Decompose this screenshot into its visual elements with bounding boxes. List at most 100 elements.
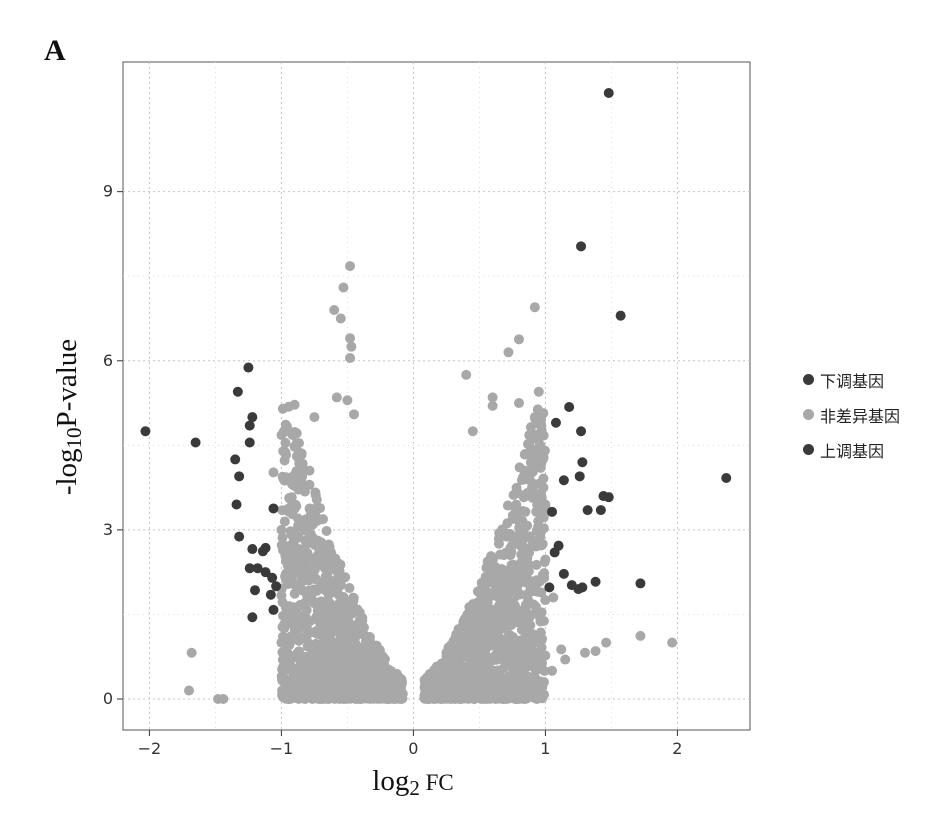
up-gene-point bbox=[547, 507, 557, 517]
nonsig-gene-point bbox=[528, 482, 538, 492]
nonsig-gene-point bbox=[316, 596, 326, 606]
nonsig-gene-point bbox=[472, 601, 482, 611]
down-gene-point bbox=[245, 438, 255, 448]
nonsig-gene-point bbox=[337, 599, 347, 609]
nonsig-gene-point bbox=[420, 692, 430, 702]
nonsig-gene-point bbox=[332, 392, 342, 402]
down-gene-point bbox=[268, 503, 278, 513]
nonsig-gene-point bbox=[547, 666, 557, 676]
nonsig-gene-point bbox=[513, 677, 523, 687]
nonsig-gene-point bbox=[454, 649, 464, 659]
nonsig-gene-point bbox=[515, 667, 525, 677]
legend-swatch-up bbox=[803, 444, 814, 455]
nonsig-gene-point bbox=[539, 690, 549, 700]
nonsig-gene-point bbox=[530, 412, 540, 422]
nonsig-gene-point bbox=[479, 647, 489, 657]
nonsig-gene-point bbox=[503, 671, 513, 681]
nonsig-gene-point bbox=[184, 686, 194, 696]
nonsig-gene-point bbox=[489, 655, 499, 665]
nonsig-gene-point bbox=[491, 584, 501, 594]
nonsig-gene-point bbox=[288, 663, 298, 673]
nonsig-gene-point bbox=[503, 347, 513, 357]
nonsig-gene-point bbox=[320, 694, 330, 704]
down-gene-point bbox=[232, 500, 242, 510]
nonsig-gene-point bbox=[449, 664, 459, 674]
nonsig-gene-point bbox=[310, 557, 320, 567]
up-gene-point bbox=[576, 426, 586, 436]
nonsig-gene-point bbox=[345, 261, 355, 271]
x-tick-label: 1 bbox=[540, 739, 550, 758]
nonsig-gene-point bbox=[457, 621, 467, 631]
up-gene-point bbox=[559, 569, 569, 579]
nonsig-gene-point bbox=[506, 693, 516, 703]
nonsig-gene-point bbox=[313, 656, 323, 666]
up-gene-point bbox=[551, 418, 561, 428]
up-gene-point bbox=[576, 241, 586, 251]
nonsig-gene-point bbox=[337, 609, 347, 619]
nonsig-gene-point bbox=[580, 648, 590, 658]
nonsig-gene-point bbox=[362, 691, 372, 701]
nonsig-gene-point bbox=[534, 434, 544, 444]
nonsig-gene-point bbox=[336, 313, 346, 323]
down-gene-point bbox=[271, 581, 281, 591]
nonsig-gene-point bbox=[495, 645, 505, 655]
nonsig-gene-point bbox=[332, 660, 342, 670]
down-gene-point bbox=[243, 363, 253, 373]
nonsig-gene-point bbox=[536, 463, 546, 473]
x-axis-title-sub: 2 bbox=[409, 776, 420, 800]
nonsig-gene-point bbox=[531, 602, 541, 612]
nonsig-gene-point bbox=[494, 539, 504, 549]
nonsig-gene-point bbox=[294, 447, 304, 457]
nonsig-gene-point bbox=[548, 593, 558, 603]
down-gene-point bbox=[234, 471, 244, 481]
nonsig-gene-point bbox=[525, 466, 535, 476]
y-tick-label: 6 bbox=[103, 351, 113, 370]
nonsig-gene-point bbox=[539, 616, 549, 626]
nonsig-gene-point bbox=[325, 575, 335, 585]
nonsig-gene-point bbox=[338, 282, 348, 292]
nonsig-gene-point bbox=[490, 686, 500, 696]
nonsig-gene-point bbox=[286, 578, 296, 588]
x-axis-title-rest: FC bbox=[420, 770, 454, 795]
nonsig-gene-point bbox=[512, 509, 522, 519]
nonsig-gene-point bbox=[530, 302, 540, 312]
nonsig-gene-point bbox=[312, 495, 322, 505]
nonsig-gene-point bbox=[352, 656, 362, 666]
nonsig-gene-point bbox=[591, 646, 601, 656]
nonsig-gene-point bbox=[538, 539, 548, 549]
y-axis-title-main: -log bbox=[51, 448, 83, 495]
legend-swatch-nonsig bbox=[803, 409, 814, 420]
y-axis-title: -log10P-value bbox=[51, 339, 86, 495]
nonsig-gene-point bbox=[279, 666, 289, 676]
nonsig-gene-point bbox=[290, 470, 300, 480]
nonsig-gene-point bbox=[309, 412, 319, 422]
nonsig-gene-point bbox=[350, 678, 360, 688]
nonsig-gene-point bbox=[524, 628, 534, 638]
up-gene-point bbox=[550, 547, 560, 557]
nonsig-gene-point bbox=[356, 624, 366, 634]
nonsig-gene-point bbox=[514, 398, 524, 408]
nonsig-gene-point bbox=[539, 512, 549, 522]
nonsig-gene-point bbox=[421, 675, 431, 685]
nonsig-gene-point bbox=[335, 579, 345, 589]
up-gene-point bbox=[577, 582, 587, 592]
y-axis-title-rest: P-value bbox=[51, 339, 83, 428]
nonsig-gene-point bbox=[493, 676, 503, 686]
nonsig-gene-point bbox=[302, 523, 312, 533]
nonsig-gene-point bbox=[517, 534, 527, 544]
down-gene-point bbox=[247, 612, 257, 622]
down-gene-point bbox=[268, 605, 278, 615]
nonsig-gene-point bbox=[526, 642, 536, 652]
legend-label-down: 下调基因 bbox=[820, 368, 884, 392]
nonsig-gene-point bbox=[497, 615, 507, 625]
nonsig-gene-point bbox=[315, 514, 325, 524]
nonsig-gene-point bbox=[437, 692, 447, 702]
nonsig-gene-point bbox=[213, 694, 223, 704]
nonsig-gene-point bbox=[342, 395, 352, 405]
plot-background bbox=[123, 62, 750, 730]
up-gene-point bbox=[635, 578, 645, 588]
nonsig-gene-point bbox=[389, 681, 399, 691]
nonsig-gene-point bbox=[345, 353, 355, 363]
nonsig-gene-point bbox=[283, 686, 293, 696]
nonsig-gene-point bbox=[322, 526, 332, 536]
